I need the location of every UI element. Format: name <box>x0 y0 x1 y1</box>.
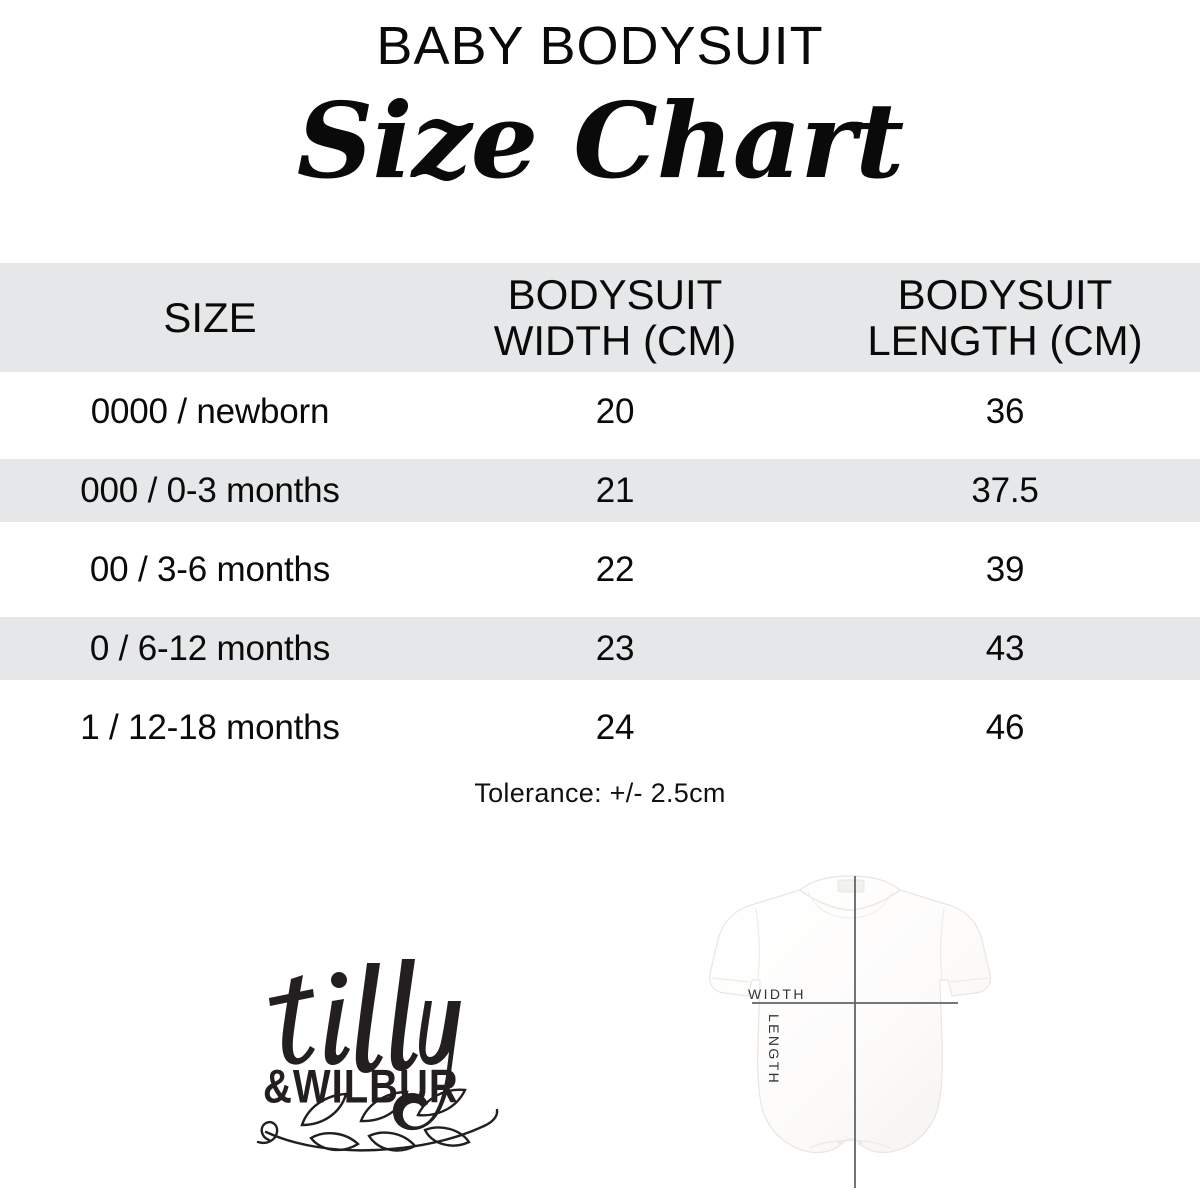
column-header-length-line2: LENGTH (CM) <box>867 316 1143 364</box>
column-header-width: BODYSUIT WIDTH (CM) <box>420 272 810 363</box>
logo-sub-wordmark: &WILBUR <box>263 1060 459 1113</box>
svg-text:&WILBUR: &WILBUR <box>263 1060 459 1113</box>
length-measure-label: LENGTH <box>766 1014 782 1086</box>
column-header-length-line1: BODYSUIT <box>897 271 1113 319</box>
product-title: BABY BODYSUIT <box>376 16 824 76</box>
cell-width: 24 <box>595 707 635 747</box>
width-measure-label: WIDTH <box>748 986 806 1002</box>
cell-size: 00 / 3-6 months <box>89 549 331 589</box>
laurel-branch-icon <box>256 1088 499 1152</box>
cell-length: 46 <box>985 707 1025 747</box>
cell-size: 000 / 0-3 months <box>80 470 340 510</box>
bodysuit-diagram: WIDTH LENGTH <box>690 862 1020 1200</box>
column-header-length: BODYSUIT LENGTH (CM) <box>810 272 1200 363</box>
cell-width: 22 <box>595 549 635 589</box>
table-row: 000 / 0-3 months 21 37.5 <box>0 451 1200 530</box>
table-row: 0000 / newborn 20 36 <box>0 372 1200 451</box>
cell-size: 0000 / newborn <box>90 391 330 431</box>
cell-size: 1 / 12-18 months <box>80 707 340 747</box>
cell-size: 0 / 6-12 months <box>89 628 331 668</box>
size-chart-table: SIZE BODYSUIT WIDTH (CM) BODYSUIT LENGTH… <box>0 263 1200 767</box>
logo-script-wordmark <box>269 959 461 1131</box>
table-row: 00 / 3-6 months 22 39 <box>0 530 1200 609</box>
cell-length: 43 <box>985 628 1025 668</box>
size-chart-script-title: Size Chart <box>296 79 905 202</box>
table-row: 0 / 6-12 months 23 43 <box>0 609 1200 688</box>
cell-width: 21 <box>595 470 635 510</box>
tolerance-note: Tolerance: +/- 2.5cm <box>474 778 726 808</box>
bodysuit-illustration <box>709 875 991 1188</box>
table-row: 1 / 12-18 months 24 46 <box>0 688 1200 767</box>
garment-shape <box>709 875 991 1154</box>
brand-logo: &WILBUR <box>255 935 555 1170</box>
cell-length: 36 <box>985 391 1025 431</box>
cell-width: 23 <box>595 628 635 668</box>
column-header-size-line1: SIZE <box>163 293 257 341</box>
column-header-width-line2: WIDTH (CM) <box>493 316 737 364</box>
measurement-guide-lines <box>752 876 958 1188</box>
cell-length: 37.5 <box>971 470 1039 510</box>
cell-length: 39 <box>985 549 1025 589</box>
column-header-size: SIZE <box>0 293 420 341</box>
cell-width: 20 <box>595 391 635 431</box>
table-header-row: SIZE BODYSUIT WIDTH (CM) BODYSUIT LENGTH… <box>0 263 1200 372</box>
column-header-width-line1: BODYSUIT <box>507 271 723 319</box>
